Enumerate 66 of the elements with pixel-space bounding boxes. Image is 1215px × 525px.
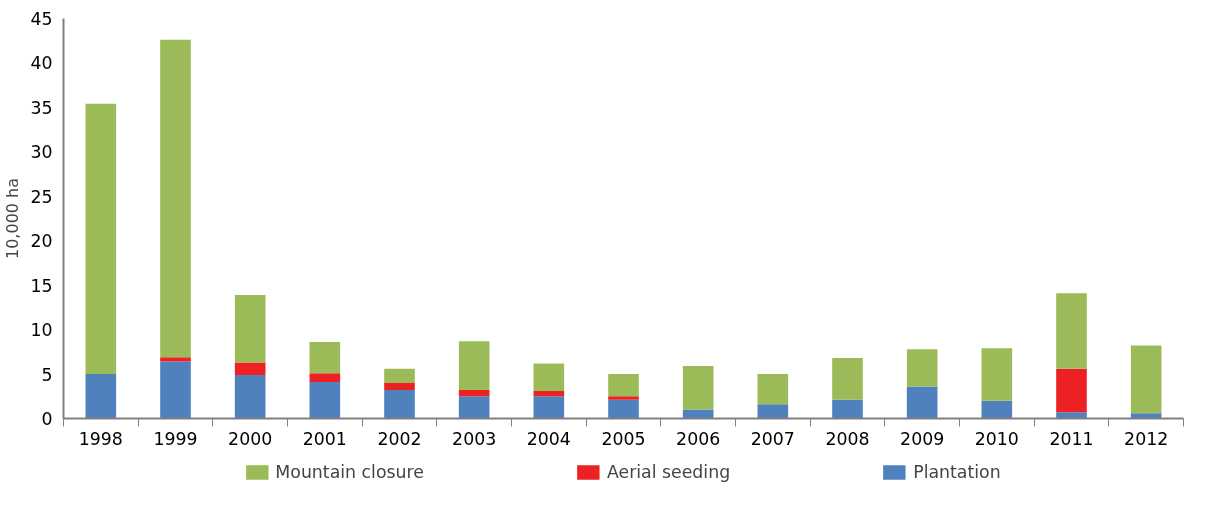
y-tick-label: 0 <box>41 409 53 429</box>
bar <box>160 357 191 362</box>
bar <box>160 361 191 419</box>
bar <box>906 349 938 387</box>
x-tick-label: 1999 <box>153 428 198 449</box>
x-tick-label: 1998 <box>78 428 123 449</box>
x-tick-label: 2003 <box>452 428 497 449</box>
bar <box>309 373 341 383</box>
y-tick-label: 15 <box>30 275 53 296</box>
bar <box>533 363 565 391</box>
bar <box>757 404 789 419</box>
bar <box>682 366 714 410</box>
bar <box>384 382 415 391</box>
bar <box>384 390 415 419</box>
y-tick-label: 45 <box>30 9 53 29</box>
bar <box>981 348 1013 401</box>
bar <box>160 39 191 358</box>
x-tick-label: 2001 <box>302 428 347 449</box>
bar <box>234 294 266 363</box>
bar <box>1056 412 1087 419</box>
x-tick-label: 2000 <box>228 428 273 449</box>
bar <box>608 399 639 419</box>
legend-label: Aerial seeding <box>606 462 731 482</box>
bar <box>533 396 565 419</box>
x-tick-label: 2002 <box>377 428 422 449</box>
y-tick-label: 30 <box>30 142 53 163</box>
y-tick-label: 10 <box>30 320 53 341</box>
bar <box>608 396 639 400</box>
bar <box>981 400 1013 419</box>
bar <box>608 374 639 397</box>
x-tick-label: 2009 <box>900 428 945 449</box>
x-tick-label: 2007 <box>750 428 795 449</box>
x-tick-label: 2012 <box>1124 428 1169 449</box>
x-tick-label: 2006 <box>676 428 721 449</box>
bar <box>85 103 117 375</box>
bar <box>85 374 117 419</box>
bar <box>309 382 341 419</box>
bar <box>906 386 938 419</box>
bar <box>832 358 863 400</box>
x-tick-label: 2004 <box>526 428 571 449</box>
legend-label: Plantation <box>913 462 1001 482</box>
y-axis-title: 10,000 ha <box>3 177 23 260</box>
x-tick-label: 2011 <box>1049 428 1094 449</box>
y-tick-label: 40 <box>30 53 53 74</box>
bar <box>1056 293 1087 369</box>
bar <box>757 374 789 405</box>
bar <box>533 390 565 397</box>
x-tick-label: 2010 <box>974 428 1019 449</box>
bar <box>234 374 266 419</box>
y-tick-label: 20 <box>30 231 53 252</box>
bar <box>384 368 415 383</box>
bar <box>309 342 341 374</box>
bar <box>458 341 490 391</box>
y-tick-label: 25 <box>30 186 53 207</box>
bar <box>1130 345 1162 414</box>
x-tick-label: 2008 <box>825 428 870 449</box>
bar <box>1056 368 1087 413</box>
bar <box>1130 413 1162 419</box>
y-tick-label: 35 <box>30 97 53 118</box>
bar <box>234 362 266 375</box>
bar <box>832 399 863 419</box>
legend-label: Mountain closure <box>275 462 424 482</box>
bar <box>458 396 490 419</box>
y-tick-label: 5 <box>41 364 53 385</box>
x-tick-label: 2005 <box>601 428 646 449</box>
bar <box>458 390 490 397</box>
